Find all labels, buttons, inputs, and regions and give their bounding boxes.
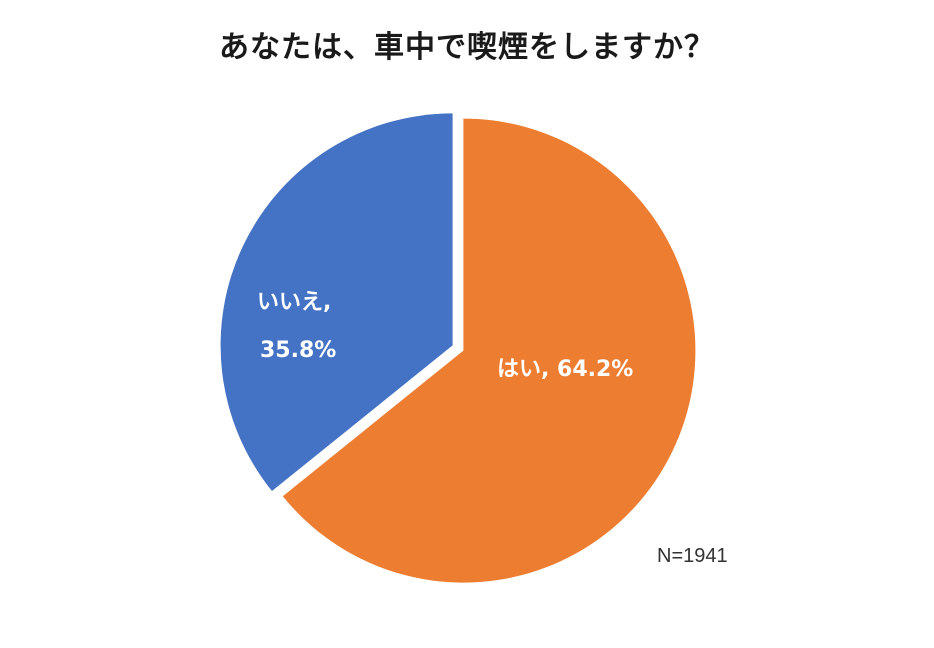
slice-label-no-line2: 35.8% <box>260 338 336 363</box>
pie-slice-yes <box>282 118 696 583</box>
pie-slice-no <box>220 113 453 492</box>
sample-size-note: N=1941 <box>657 545 728 567</box>
slice-label-no-line1: いいえ, <box>257 290 331 315</box>
slice-label-yes: はい, 64.2% <box>497 357 633 382</box>
chart-title: あなたは、車中で喫煙をしますか？ <box>219 30 715 65</box>
